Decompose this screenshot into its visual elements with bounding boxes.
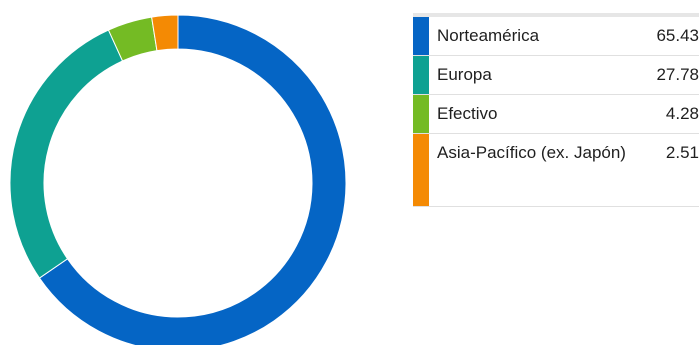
legend-swatch-norteamerica <box>413 17 429 55</box>
legend-swatch-cell <box>413 55 429 95</box>
legend-label-europa: Europa <box>429 55 633 95</box>
legend-row-asia-pacifico: Asia-Pacífico (ex. Japón) 2.51 <box>413 133 699 207</box>
donut-slice-europa <box>9 29 124 279</box>
donut-svg <box>9 14 347 345</box>
donut-chart <box>9 14 347 345</box>
legend-value-norteamerica: 65.43 <box>633 15 699 56</box>
donut-slice-norteamerica <box>38 14 347 345</box>
legend-row-norteamerica: Norteamérica 65.43 <box>413 15 699 56</box>
donut-slice-asia-pacifico-ex-japon <box>151 14 179 52</box>
legend-swatch-efectivo <box>413 95 429 133</box>
legend-row-efectivo: Efectivo 4.28 <box>413 94 699 134</box>
legend-swatch-cell <box>413 94 429 134</box>
legend-swatch-asia-pacifico <box>413 134 429 206</box>
legend-swatch-europa <box>413 56 429 94</box>
legend-value-asia-pacifico: 2.51 <box>633 133 699 207</box>
legend-label-asia-pacifico: Asia-Pacífico (ex. Japón) <box>429 133 633 207</box>
legend-swatch-cell <box>413 15 429 56</box>
legend-label-efectivo: Efectivo <box>429 94 633 134</box>
legend-value-efectivo: 4.28 <box>633 94 699 134</box>
legend-swatch-cell <box>413 133 429 207</box>
legend-row-europa: Europa 27.78 <box>413 55 699 95</box>
legend-label-norteamerica: Norteamérica <box>429 15 633 56</box>
legend-value-europa: 27.78 <box>633 55 699 95</box>
legend-table: Norteamérica 65.43 Europa 27.78 Efectivo… <box>413 13 699 207</box>
